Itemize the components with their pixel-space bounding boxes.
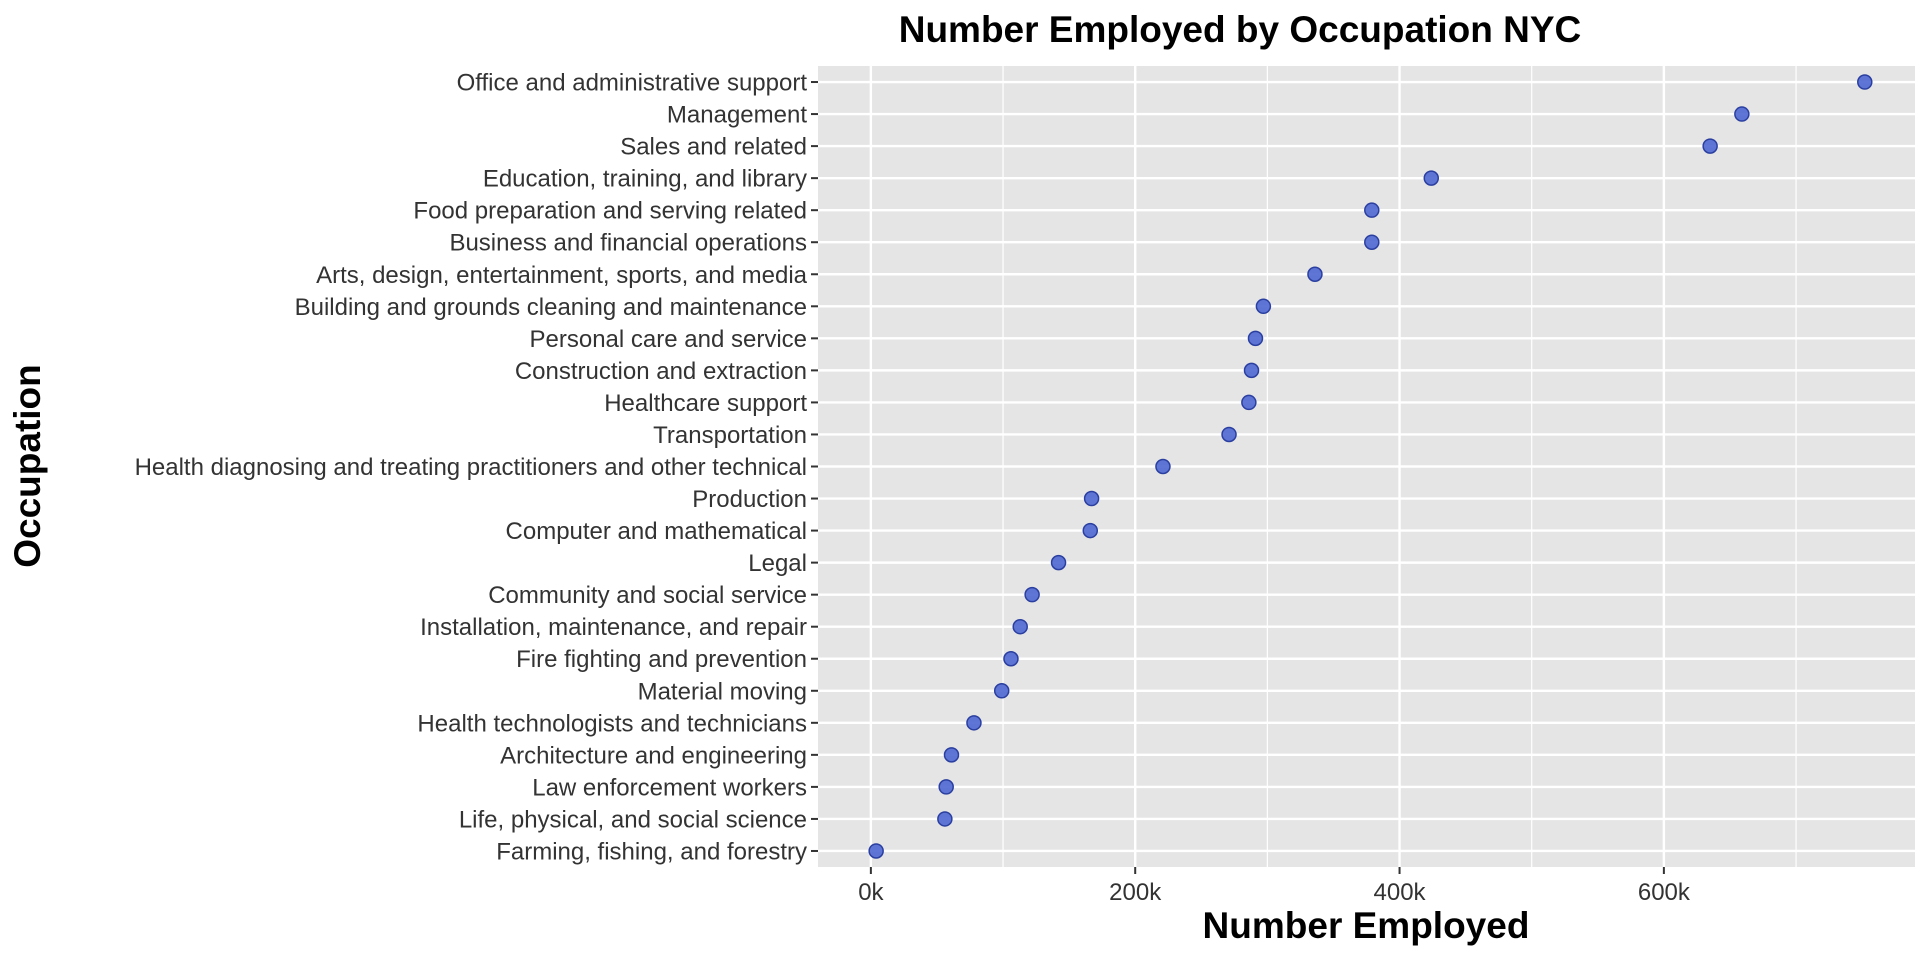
data-point-21 [943,747,960,763]
y-tick-label-9: Construction and extraction [515,358,807,385]
y-tick-label-24: Farming, fishing, and forestry [496,838,807,865]
x-tick-label-1: 200k [1109,879,1162,906]
y-tick-label-1: Management [667,102,807,129]
data-point-20 [966,715,982,731]
y-tick-label-19: Material moving [638,678,807,705]
y-tick-label-4: Food preparation and serving related [413,198,807,225]
chart-title: Number Employed by Occupation NYC [899,9,1582,50]
x-axis-title: Number Employed [1203,905,1530,946]
data-point-8 [1247,330,1264,347]
data-point-5 [1364,234,1380,250]
data-point-24 [868,843,884,859]
y-tick-label-23: Life, physical, and social science [459,806,807,833]
data-point-11 [1221,426,1237,443]
x-tick-label-3: 600k [1638,879,1691,906]
y-tick-label-20: Health technologists and technicians [417,710,807,737]
data-point-13 [1083,490,1100,507]
y-axis-title: Occupation [7,364,48,568]
y-tick-label-22: Law enforcement workers [532,774,807,801]
y-tick-label-0: Office and administrative support [457,70,808,97]
data-point-18 [1003,650,1019,667]
y-tick-label-16: Community and social service [488,582,807,609]
data-point-2 [1702,138,1718,154]
data-point-10 [1241,394,1257,411]
y-tick-label-7: Building and grounds cleaning and mainte… [295,294,807,321]
data-points [868,74,1873,859]
y-tick-label-8: Personal care and service [530,326,807,353]
y-tick-label-3: Education, training, and library [483,166,807,193]
y-tick-label-21: Architecture and engineering [500,742,807,769]
data-point-1 [1734,106,1750,122]
y-tick-label-11: Transportation [653,422,807,449]
y-tick-label-18: Fire fighting and prevention [516,646,807,673]
data-point-14 [1082,522,1099,539]
x-tick-label-2: 400k [1374,879,1427,906]
category-gridlines [818,80,1915,853]
x-axis-ticks [869,867,1665,874]
y-tick-label-15: Legal [748,550,807,577]
y-axis-tick-labels: Office and administrative support Managem… [135,70,808,866]
data-point-22 [938,779,954,795]
y-tick-label-17: Installation, maintenance, and repair [420,614,807,641]
y-tick-label-14: Computer and mathematical [506,518,807,545]
data-point-0 [1857,74,1873,90]
data-point-9 [1243,362,1260,379]
y-tick-label-2: Sales and related [620,134,807,161]
data-point-6 [1307,266,1323,283]
data-point-4 [1364,202,1380,218]
data-point-17 [1012,618,1028,635]
data-point-12 [1155,458,1171,475]
y-tick-label-6: Arts, design, entertainment, sports, and… [316,262,808,289]
data-point-19 [993,683,1010,699]
data-point-7 [1255,298,1272,315]
data-point-15 [1050,554,1067,571]
data-point-16 [1024,586,1040,603]
data-point-3 [1423,170,1440,186]
x-tick-label-0: 0k [858,879,884,906]
y-tick-label-10: Healthcare support [604,390,807,417]
x-axis-tick-labels: 0k 200k 400k 600k [858,879,1691,906]
y-tick-label-12: Health diagnosing and treating practitio… [135,454,807,481]
y-axis-ticks [811,81,818,852]
y-tick-label-13: Production [692,486,807,513]
y-tick-label-5: Business and financial operations [449,230,807,257]
data-point-23 [937,811,953,827]
